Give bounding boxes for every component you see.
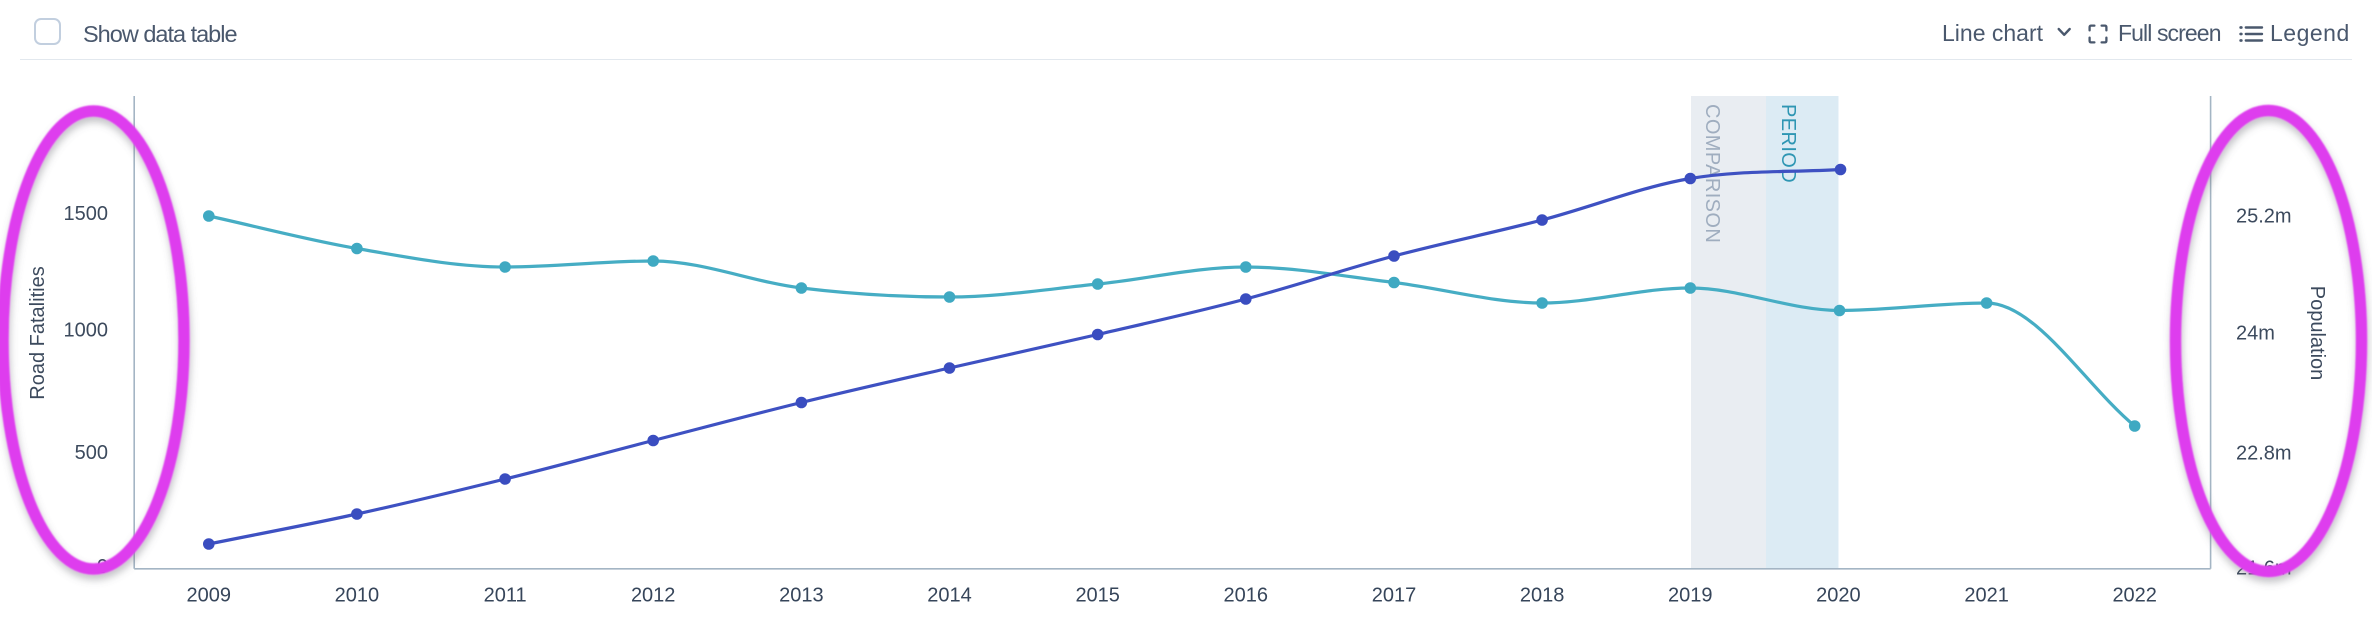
svg-text:2010: 2010 — [335, 585, 380, 607]
svg-text:24m: 24m — [2236, 323, 2275, 345]
svg-text:2009: 2009 — [187, 585, 232, 607]
svg-text:500: 500 — [75, 442, 108, 464]
svg-text:2013: 2013 — [779, 585, 824, 607]
svg-text:1500: 1500 — [64, 203, 109, 225]
svg-text:Road Fatalities: Road Fatalities — [27, 266, 49, 399]
svg-text:2014: 2014 — [927, 585, 972, 607]
svg-text:1000: 1000 — [64, 320, 109, 342]
svg-text:2016: 2016 — [1224, 585, 1269, 607]
svg-text:2021: 2021 — [1964, 585, 2009, 607]
svg-text:COMPARISON: COMPARISON — [1701, 104, 1723, 243]
svg-text:Population: Population — [2306, 286, 2328, 381]
svg-text:2011: 2011 — [484, 585, 527, 607]
svg-text:22.8m: 22.8m — [2236, 442, 2292, 464]
svg-text:2018: 2018 — [1520, 585, 1565, 607]
svg-text:2020: 2020 — [1816, 585, 1861, 607]
svg-text:2022: 2022 — [2112, 585, 2157, 607]
svg-text:2015: 2015 — [1075, 585, 1120, 607]
svg-text:PERIOD: PERIOD — [1777, 104, 1799, 183]
svg-text:25.2m: 25.2m — [2236, 205, 2292, 227]
svg-text:2017: 2017 — [1372, 585, 1417, 607]
svg-text:2012: 2012 — [631, 585, 676, 607]
svg-text:2019: 2019 — [1668, 585, 1713, 607]
